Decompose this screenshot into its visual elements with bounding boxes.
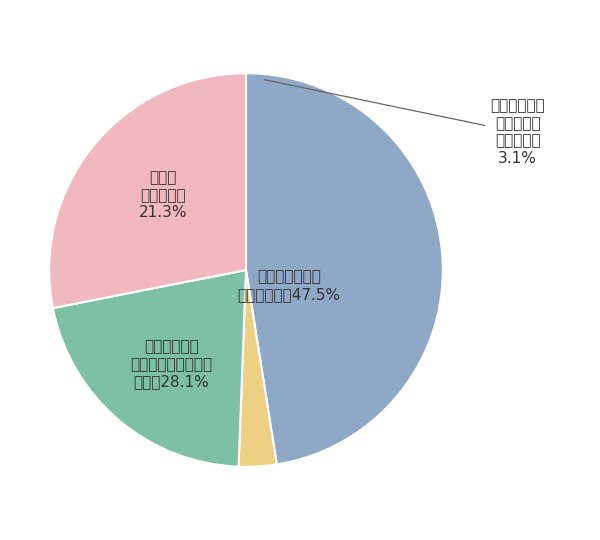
Text: 通信の安全性に
関する問題　47.5%: 通信の安全性に 関する問題 47.5%	[238, 269, 341, 302]
Text: バージョン・
パッチ管理に関する
問題　28.1%: バージョン・ パッチ管理に関する 問題 28.1%	[130, 340, 212, 389]
Wedge shape	[246, 73, 443, 464]
Text: 設定に
関する問題
21.3%: 設定に 関する問題 21.3%	[139, 170, 188, 220]
Wedge shape	[53, 270, 246, 467]
Text: ネットワーク
サービスに
関する問題
3.1%: ネットワーク サービスに 関する問題 3.1%	[265, 80, 545, 166]
Wedge shape	[49, 73, 246, 308]
Wedge shape	[239, 270, 277, 467]
